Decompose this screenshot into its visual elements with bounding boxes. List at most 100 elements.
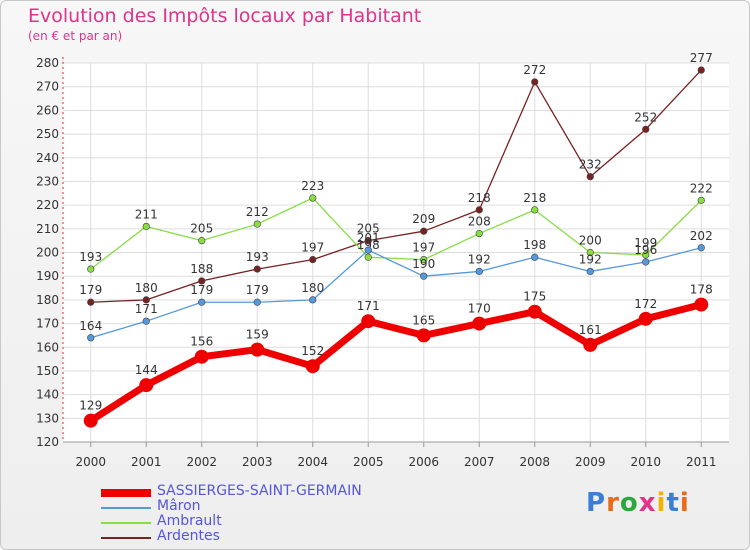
series-3-data-label: 232 xyxy=(579,158,602,172)
series-2-data-label: 199 xyxy=(634,236,657,250)
series-2-data-label: 208 xyxy=(468,215,491,229)
y-tick-label: 140 xyxy=(36,388,59,402)
chart-title: Evolution des Impôts locaux par Habitant xyxy=(28,5,422,27)
series-0-point xyxy=(83,413,98,428)
series-3-data-label: 252 xyxy=(634,110,657,124)
legend-label: Ardentes xyxy=(157,528,220,544)
series-1-point xyxy=(586,267,594,276)
series-1-point xyxy=(198,298,206,306)
series-2-point xyxy=(364,253,372,261)
y-tick-label: 130 xyxy=(36,411,59,425)
series-1-point xyxy=(142,317,150,325)
y-tick-label: 230 xyxy=(36,174,59,188)
series-3-point xyxy=(420,227,428,235)
series-3-point xyxy=(697,66,705,74)
x-tick-label: 2006 xyxy=(408,455,439,469)
series-1-data-label: 179 xyxy=(246,283,269,297)
y-tick-label: 170 xyxy=(36,317,59,331)
series-1-data-label: 190 xyxy=(412,257,435,271)
series-1-point xyxy=(475,267,483,276)
x-tick-label: 2009 xyxy=(575,455,606,469)
series-2-point xyxy=(642,251,650,259)
x-tick-label: 2004 xyxy=(297,455,328,469)
series-2-data-label: 223 xyxy=(301,179,324,193)
y-tick-label: 160 xyxy=(36,340,59,354)
series-3-data-label: 205 xyxy=(357,222,380,236)
series-3-data-label: 179 xyxy=(79,283,102,297)
series-1-data-label: 171 xyxy=(135,302,158,316)
y-tick-label: 280 xyxy=(36,56,59,70)
logo-letter: o xyxy=(619,488,639,518)
series-2-data-label: 200 xyxy=(579,234,602,248)
series-1-data-label: 179 xyxy=(190,283,213,297)
series-0-data-label: 170 xyxy=(468,302,491,316)
series-3-point xyxy=(642,125,650,133)
logo-letter: x xyxy=(638,488,657,518)
proxiti-logo: Proxiti xyxy=(586,488,690,518)
series-1-data-label: 201 xyxy=(357,231,380,245)
series-1-line xyxy=(90,247,702,339)
y-tick-label: 260 xyxy=(36,103,59,117)
series-0-data-label: 152 xyxy=(301,344,324,358)
series-3-data-label: 180 xyxy=(135,281,158,295)
series-2-data-label: 205 xyxy=(190,222,213,236)
series-1-data-label: 192 xyxy=(468,252,491,266)
series-0-point xyxy=(250,342,265,357)
series-0-point xyxy=(638,311,653,326)
x-tick-label: 2008 xyxy=(519,455,550,469)
series-3-point xyxy=(253,265,261,273)
y-tick-label: 200 xyxy=(36,246,59,260)
series-1-data-label: 202 xyxy=(690,229,713,243)
logo-letter: r xyxy=(606,488,620,518)
series-0-data-label: 165 xyxy=(412,313,435,327)
series-2-line xyxy=(90,197,702,270)
series-3-point xyxy=(309,256,317,264)
series-0-point xyxy=(694,297,709,312)
series-1-point xyxy=(420,272,428,280)
series-2-point xyxy=(142,222,150,231)
y-tick-label: 250 xyxy=(36,127,59,141)
series-3-point xyxy=(198,277,206,285)
x-tick-label: 2002 xyxy=(186,455,217,469)
series-3-data-label: 193 xyxy=(246,250,269,264)
legend-swatch xyxy=(101,488,151,497)
series-3-point xyxy=(87,298,95,306)
series-2-point xyxy=(253,220,261,228)
series-2-data-label: 198 xyxy=(357,238,380,252)
series-2-point xyxy=(87,265,95,273)
x-tick-label: 2000 xyxy=(75,455,106,469)
series-0-point xyxy=(472,316,487,331)
y-tick-label: 180 xyxy=(36,293,59,307)
series-3-line xyxy=(90,69,702,303)
y-tick-label: 270 xyxy=(36,80,59,94)
y-tick-label: 150 xyxy=(36,364,59,378)
legend-label: Mâron xyxy=(157,498,201,514)
series-3-point xyxy=(586,173,594,181)
series-3-point xyxy=(364,237,372,245)
series-3-data-label: 218 xyxy=(468,191,491,205)
series-1-point xyxy=(697,244,705,252)
series-2-point xyxy=(198,237,206,245)
series-1-data-label: 192 xyxy=(579,252,602,266)
series-2-data-label: 197 xyxy=(412,241,435,255)
logo-letter: i xyxy=(656,488,667,518)
series-2-point xyxy=(697,196,705,204)
legend-label: Ambrault xyxy=(157,513,222,529)
series-2-point xyxy=(420,256,428,264)
logo-letter: t xyxy=(666,488,680,518)
series-1-point xyxy=(253,298,261,306)
series-0-data-label: 172 xyxy=(634,297,657,311)
series-2-point xyxy=(586,248,594,257)
series-3-point xyxy=(531,78,539,86)
series-2-data-label: 222 xyxy=(690,181,713,195)
series-1-data-label: 180 xyxy=(301,281,324,295)
series-0-data-label: 171 xyxy=(357,299,380,313)
logo-letter: P xyxy=(586,488,607,518)
x-tick-label: 2005 xyxy=(353,455,384,469)
series-0-data-label: 159 xyxy=(246,328,269,342)
series-0-data-label: 161 xyxy=(579,323,602,337)
series-0-data-label: 156 xyxy=(190,335,213,349)
series-3-data-label: 188 xyxy=(190,262,213,276)
